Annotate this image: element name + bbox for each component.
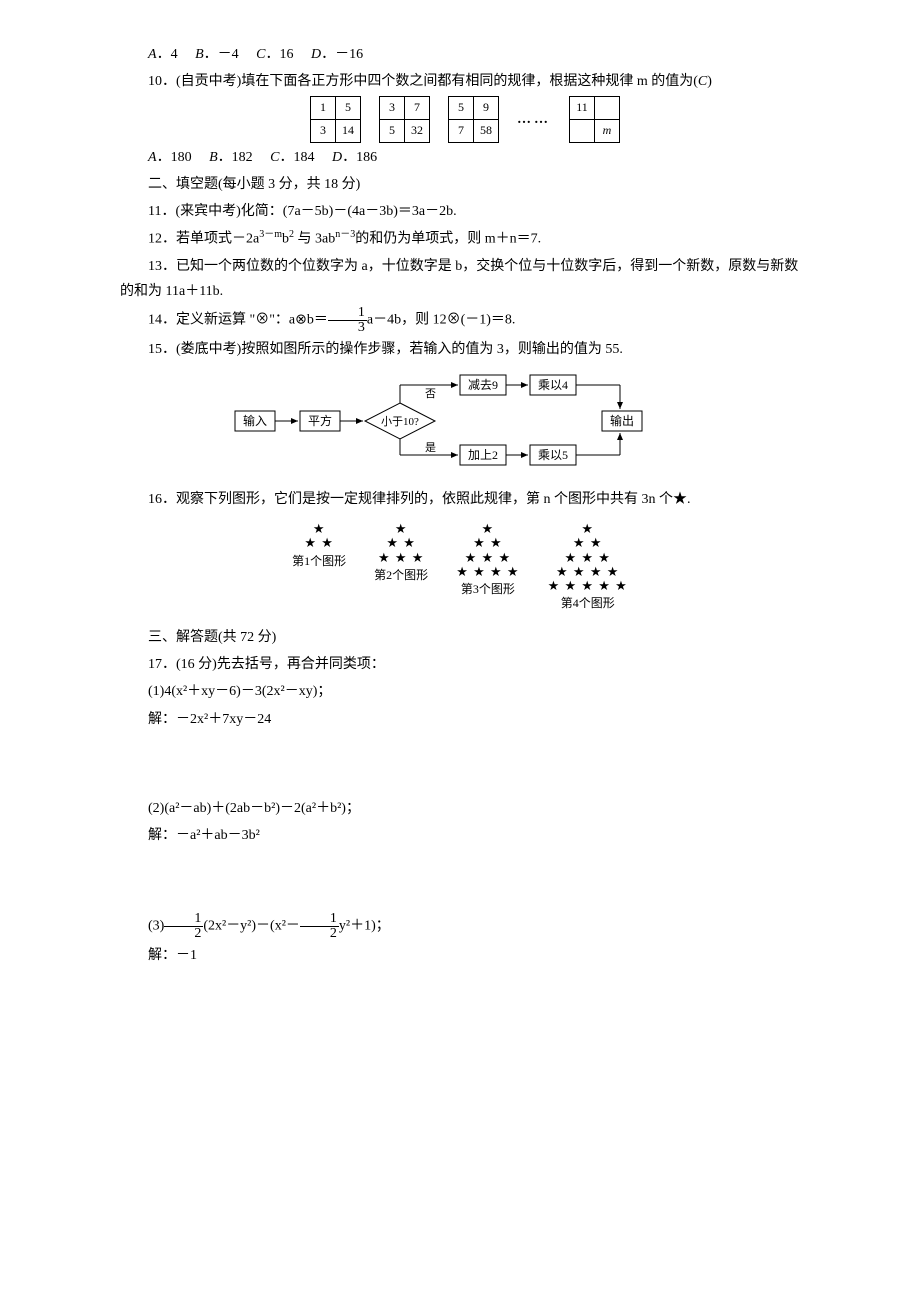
- q16-figures: ★ ★ ★ 第1个图形 ★ ★ ★ ★ ★ ★ 第2个图形 ★ ★ ★ ★ ★ …: [120, 522, 800, 615]
- svg-text:加上2: 加上2: [468, 448, 498, 462]
- q10-boxes: 15314 37532 59758 …… 11m: [120, 96, 800, 142]
- q17-2: (2)(a²－ab)＋(2ab－b²)－2(a²＋b²)；: [120, 796, 800, 821]
- q11: 11．(来宾中考)化简：(7a－5b)－(4a－3b)＝3a－2b.: [120, 199, 800, 224]
- q12: 12．若单项式－2a3－mb2 与 3abn－3的和仍为单项式，则 m＋n＝7.: [120, 226, 800, 252]
- q15: 15．(娄底中考)按照如图所示的操作步骤，若输入的值为 3，则输出的值为 55.: [120, 337, 800, 362]
- svg-text:输出: 输出: [610, 413, 634, 428]
- svg-text:否: 否: [425, 388, 436, 400]
- svg-text:减去9: 减去9: [468, 378, 498, 392]
- svg-text:输入: 输入: [243, 413, 267, 428]
- q17-3-ans: 解：－1: [120, 943, 800, 968]
- q9-options: A．4 B．－4 C．16 D．－16: [120, 42, 800, 67]
- q14: 14．定义新运算 "⊗"：a⊗b＝13a－4b，则 12⊗(－1)＝8.: [120, 306, 800, 335]
- q17-head: 17．(16 分)先去括号，再合并同类项：: [120, 652, 800, 677]
- svg-text:乘以5: 乘以5: [538, 448, 568, 462]
- svg-text:乘以4: 乘以4: [538, 378, 568, 392]
- svg-text:小于10?: 小于10?: [381, 415, 419, 428]
- q17-1: (1)4(x²＋xy－6)－3(2x²－xy)；: [120, 679, 800, 704]
- section-3-title: 三、解答题(共 72 分): [120, 625, 800, 650]
- q17-1-ans: 解：－2x²＋7xy－24: [120, 707, 800, 732]
- q15-flowchart: 输入 平方 小于10? 否 是 减去9 乘以4 加上2 乘以5 输出: [120, 373, 800, 477]
- q16: 16．观察下列图形，它们是按一定规律排列的，依照此规律，第 n 个图形中共有 3…: [120, 487, 800, 512]
- q10-stem: 10．(自贡中考)填在下面各正方形中四个数之间都有相同的规律，根据这种规律 m …: [120, 69, 800, 94]
- q17-3: (3)12(2x²－y²)－(x²－12y²＋1)；: [120, 912, 800, 941]
- svg-text:平方: 平方: [308, 413, 332, 428]
- section-2-title: 二、填空题(每小题 3 分，共 18 分): [120, 172, 800, 197]
- q13: 13．已知一个两位数的个位数字为 a，十位数字是 b，交换个位与十位数字后，得到…: [120, 254, 800, 304]
- q17-2-ans: 解：－a²＋ab－3b²: [120, 823, 800, 848]
- svg-text:是: 是: [425, 441, 436, 454]
- q10-options: A．180 B．182 C．184 D．186: [120, 145, 800, 170]
